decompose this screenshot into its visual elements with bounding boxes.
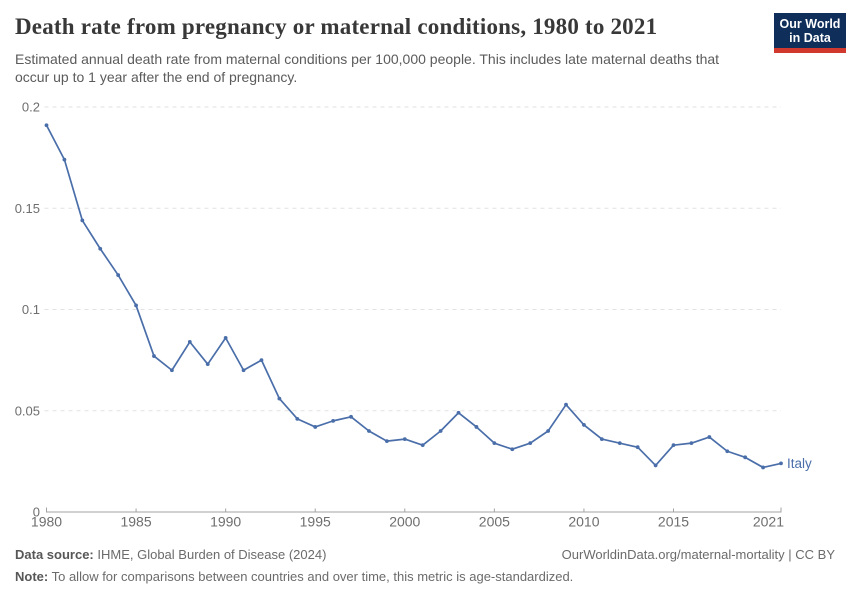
x-axis-tick-label: 2010 [568,514,599,530]
data-point[interactable] [259,358,264,363]
y-axis-tick-label: 0.05 [15,403,40,418]
data-point[interactable] [474,425,479,429]
data-point[interactable] [134,303,138,308]
data-point[interactable] [779,461,783,466]
owid-logo[interactable]: Our World in Data [774,13,846,53]
x-axis-tick-label: 1980 [31,514,62,530]
x-axis-tick-label: 2015 [658,514,689,530]
owid-logo-line1: Our World [779,16,841,31]
data-point[interactable] [295,416,300,421]
data-point[interactable] [617,441,622,446]
data-point[interactable] [402,437,407,441]
data-point[interactable] [241,368,246,373]
data-source-value: IHME, Global Burden of Disease (2024) [97,547,327,562]
data-point[interactable] [170,368,174,373]
entity-label[interactable]: Italy [787,456,812,471]
data-point[interactable] [707,435,712,439]
data-point[interactable] [420,443,425,448]
x-axis-tick-label: 1985 [120,514,151,530]
data-point[interactable] [761,465,765,470]
note-label: Note: [15,569,49,584]
data-point[interactable] [528,441,533,446]
data-point[interactable] [510,447,515,452]
data-point[interactable] [277,396,282,401]
data-point[interactable] [725,449,730,454]
x-axis-tick-label: 2000 [389,514,420,530]
data-point[interactable] [44,123,49,128]
x-axis-tick-label: 2021 [753,514,784,530]
data-point[interactable] [367,429,371,433]
data-point[interactable] [223,335,228,340]
data-point[interactable] [98,246,103,251]
data-line[interactable] [45,124,782,469]
x-axis-line [46,507,782,513]
y-axis-tick-label: 0.2 [22,100,40,115]
data-point[interactable] [152,354,156,358]
data-point[interactable] [80,218,85,223]
data-point[interactable] [582,423,586,427]
data-point[interactable] [671,443,676,448]
x-axis-tick-label: 1995 [300,514,331,530]
x-axis-tick-label: 1990 [210,514,241,530]
data-point[interactable] [689,441,694,446]
data-point[interactable] [564,402,568,407]
citation-link[interactable]: OurWorldinData.org/maternal-mortality | … [561,547,835,562]
owid-logo-line2: in Data [789,30,831,45]
chart-subtitle: Estimated annual death rate from materna… [15,51,720,85]
data-point[interactable] [331,418,336,423]
data-point[interactable] [456,410,461,415]
data-point[interactable] [599,437,604,441]
data-point[interactable] [743,455,748,460]
data-point[interactable] [116,273,121,277]
data-point[interactable] [653,463,658,468]
data-point[interactable] [438,429,443,433]
y-axis-tick-label: 0.15 [15,201,40,216]
data-point[interactable] [62,157,67,162]
data-point[interactable] [546,429,551,433]
data-source: Data source: IHME, Global Burden of Dise… [15,547,326,562]
data-point[interactable] [349,414,353,419]
data-point[interactable] [635,445,640,450]
data-point[interactable] [313,425,318,429]
chart-note: Note: To allow for comparisons between c… [15,569,573,584]
y-axis-tick-label: 0.1 [22,302,40,317]
note-value: To allow for comparisons between countri… [51,569,574,584]
data-source-label: Data source: [15,547,94,562]
data-point[interactable] [205,362,210,367]
x-axis-tick-label: 2005 [479,514,510,530]
data-point[interactable] [187,340,192,344]
data-point[interactable] [492,441,497,446]
data-point[interactable] [384,439,389,444]
page-title: Death rate from pregnancy or maternal co… [15,14,658,39]
y-axis-tick-label: 0 [33,505,40,520]
